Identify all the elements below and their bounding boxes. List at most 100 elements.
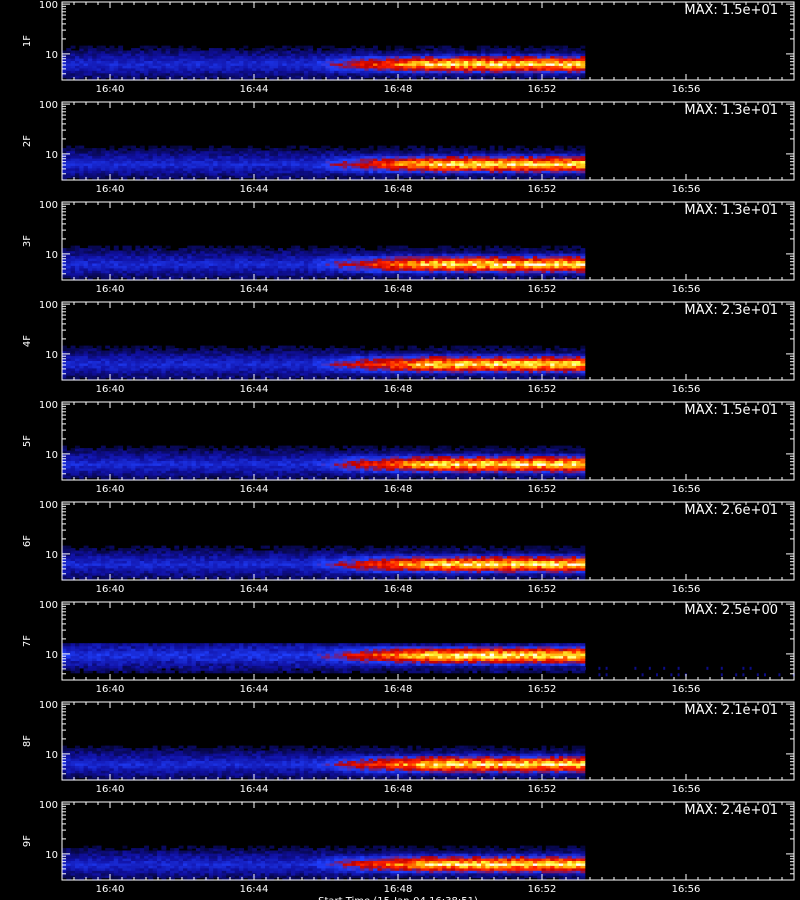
x-tick-label: 16:52 bbox=[528, 284, 557, 295]
panel-2f: 16:40 16:44 16:48 16:52 16:56 100 10 2F MAX: 1.3… bbox=[22, 100, 794, 195]
x-tick-label: 16:52 bbox=[528, 384, 557, 395]
x-tick-label: 16:48 bbox=[384, 284, 413, 295]
y-tick-label: 100 bbox=[39, 400, 58, 411]
panel-5f: 16:40 16:44 16:48 16:52 16:56 100 10 5F MAX: 1.5… bbox=[22, 400, 794, 495]
panel-6f: 16:40 16:44 16:48 16:52 16:56 100 10 6F MAX: 2.6… bbox=[22, 500, 794, 595]
detector-label: 7F bbox=[22, 635, 33, 647]
detector-label: 3F bbox=[22, 235, 33, 247]
x-tick-label: 16:56 bbox=[672, 684, 701, 695]
x-tick-label: 16:52 bbox=[528, 584, 557, 595]
y-tick-label: 10 bbox=[45, 550, 58, 561]
x-tick-label: 16:56 bbox=[672, 584, 701, 595]
heatmap-cells bbox=[62, 846, 585, 881]
y-tick-label: 100 bbox=[39, 500, 58, 511]
y-tick-label: 100 bbox=[39, 0, 58, 11]
panel-7f: 16:40 16:44 16:48 16:52 16:56 100 10 7F MAX: 2.5… bbox=[22, 600, 795, 695]
x-tick-label: 16:40 bbox=[96, 84, 125, 95]
detector-label: 8F bbox=[22, 735, 33, 747]
y-tick-label: 100 bbox=[39, 800, 58, 811]
heatmap-cells bbox=[62, 46, 585, 81]
x-tick-label: 16:52 bbox=[528, 784, 557, 795]
x-tick-label: 16:44 bbox=[240, 684, 269, 695]
y-tick-label: 100 bbox=[39, 600, 58, 611]
x-tick-label: 16:48 bbox=[384, 884, 413, 895]
max-annotation: MAX: 1.3e+01 bbox=[684, 103, 778, 118]
y-tick-label: 10 bbox=[45, 50, 58, 61]
y-tick-label: 100 bbox=[39, 100, 58, 111]
x-tick-label: 16:52 bbox=[528, 684, 557, 695]
x-tick-label: 16:44 bbox=[240, 284, 269, 295]
panel-9f: 16:40 16:44 16:48 16:52 16:56 100 10 9F MAX: 2.4… bbox=[22, 800, 794, 895]
x-tick-label: 16:40 bbox=[96, 484, 125, 495]
detector-label: 4F bbox=[22, 335, 33, 347]
x-tick-label: 16:48 bbox=[384, 184, 413, 195]
max-annotation: MAX: 2.1e+01 bbox=[684, 703, 778, 718]
detector-label: 6F bbox=[22, 535, 33, 547]
max-annotation: MAX: 2.5e+00 bbox=[684, 603, 778, 618]
max-annotation: MAX: 1.5e+01 bbox=[684, 403, 778, 418]
x-tick-label: 16:48 bbox=[384, 84, 413, 95]
x-tick-label: 16:56 bbox=[672, 84, 701, 95]
y-tick-label: 10 bbox=[45, 750, 58, 761]
detector-label: 5F bbox=[22, 435, 33, 447]
heatmap-cells bbox=[62, 446, 585, 481]
heatmap-cells bbox=[62, 546, 585, 581]
y-tick-label: 100 bbox=[39, 700, 58, 711]
detector-label: 1F bbox=[22, 35, 33, 47]
x-tick-label: 16:44 bbox=[240, 484, 269, 495]
x-tick-label: 16:44 bbox=[240, 184, 269, 195]
max-annotation: MAX: 1.5e+01 bbox=[684, 3, 778, 18]
x-tick-label: 16:48 bbox=[384, 784, 413, 795]
x-tick-label: 16:52 bbox=[528, 184, 557, 195]
x-tick-label: 16:40 bbox=[96, 584, 125, 595]
x-tick-label: 16:56 bbox=[672, 784, 701, 795]
x-tick-label: 16:52 bbox=[528, 884, 557, 895]
x-tick-label: 16:40 bbox=[96, 884, 125, 895]
max-annotation: MAX: 2.3e+01 bbox=[684, 303, 778, 318]
x-tick-label: 16:56 bbox=[672, 184, 701, 195]
x-tick-label: 16:48 bbox=[384, 584, 413, 595]
y-tick-label: 100 bbox=[39, 300, 58, 311]
x-tick-label: 16:40 bbox=[96, 684, 125, 695]
x-tick-label: 16:56 bbox=[672, 484, 701, 495]
detector-label: 9F bbox=[22, 835, 33, 847]
y-tick-label: 10 bbox=[45, 350, 58, 361]
heatmap-cells bbox=[62, 643, 795, 676]
x-tick-label: 16:52 bbox=[528, 484, 557, 495]
max-annotation: MAX: 2.4e+01 bbox=[684, 803, 778, 818]
heatmap-cells bbox=[62, 746, 585, 781]
panel-4f: 16:40 16:44 16:48 16:52 16:56 100 10 4F MAX: 2.3… bbox=[22, 300, 794, 395]
heatmap-cells bbox=[62, 246, 585, 281]
x-tick-label: 16:40 bbox=[96, 184, 125, 195]
y-tick-label: 10 bbox=[45, 150, 58, 161]
x-tick-label: 16:44 bbox=[240, 584, 269, 595]
x-tick-label: 16:44 bbox=[240, 384, 269, 395]
x-tick-label: 16:48 bbox=[384, 384, 413, 395]
x-tick-label: 16:56 bbox=[672, 884, 701, 895]
heatmap-cells bbox=[62, 346, 585, 381]
y-tick-label: 10 bbox=[45, 650, 58, 661]
detector-label: 2F bbox=[22, 135, 33, 147]
x-tick-label: 16:40 bbox=[96, 384, 125, 395]
x-tick-label: 16:56 bbox=[672, 284, 701, 295]
max-annotation: MAX: 2.6e+01 bbox=[684, 503, 778, 518]
heatmap-cells bbox=[62, 146, 585, 181]
x-tick-label: 16:44 bbox=[240, 784, 269, 795]
y-tick-label: 100 bbox=[39, 200, 58, 211]
x-tick-label: 16:40 bbox=[96, 284, 125, 295]
y-tick-label: 10 bbox=[45, 250, 58, 261]
x-tick-label: 16:56 bbox=[672, 384, 701, 395]
x-tick-label: 16:44 bbox=[240, 884, 269, 895]
x-tick-label: 16:52 bbox=[528, 84, 557, 95]
x-tick-label: 16:44 bbox=[240, 84, 269, 95]
panel-8f: 16:40 16:44 16:48 16:52 16:56 100 10 8F MAX: 2.1… bbox=[22, 700, 794, 795]
y-tick-label: 10 bbox=[45, 850, 58, 861]
y-tick-label: 10 bbox=[45, 450, 58, 461]
panel-1f: 16:40 16:44 16:48 16:52 16:56 100 10 1F MAX: 1.5… bbox=[22, 0, 794, 95]
x-tick-label: 16:48 bbox=[384, 484, 413, 495]
x-tick-label: 16:40 bbox=[96, 784, 125, 795]
x-axis-title: Start Time (15-Jan-04 16:38:51) bbox=[318, 896, 478, 900]
x-tick-label: 16:48 bbox=[384, 684, 413, 695]
